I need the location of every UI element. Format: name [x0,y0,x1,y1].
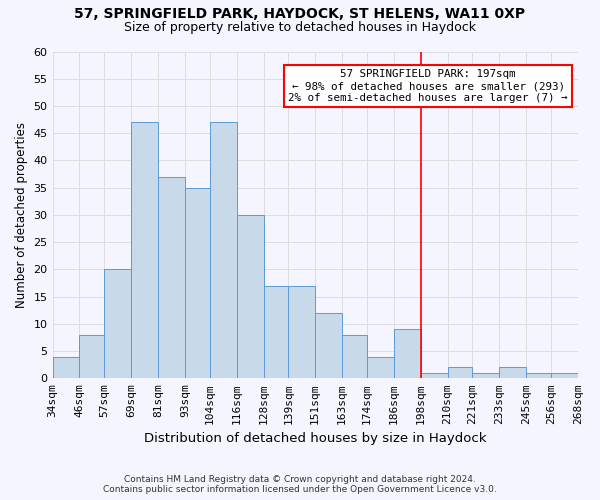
Bar [263,286,288,378]
Text: 57, SPRINGFIELD PARK, HAYDOCK, ST HELENS, WA11 0XP: 57, SPRINGFIELD PARK, HAYDOCK, ST HELENS… [74,8,526,22]
Bar [131,122,158,378]
Bar [104,270,131,378]
Bar [472,373,499,378]
Bar [421,373,448,378]
Bar [499,368,526,378]
Text: Size of property relative to detached houses in Haydock: Size of property relative to detached ho… [124,21,476,34]
Bar [367,356,394,378]
Bar [236,215,263,378]
Bar [209,122,236,378]
Bar [185,188,209,378]
Bar [394,330,421,378]
Text: 57 SPRINGFIELD PARK: 197sqm
← 98% of detached houses are smaller (293)
2% of sem: 57 SPRINGFIELD PARK: 197sqm ← 98% of det… [289,70,568,102]
Bar [526,373,551,378]
Bar [315,313,342,378]
Bar [53,356,79,378]
Bar [79,334,104,378]
Bar [158,177,185,378]
Y-axis label: Number of detached properties: Number of detached properties [15,122,28,308]
Bar [448,368,472,378]
Bar [342,334,367,378]
Bar [288,286,315,378]
Bar [551,373,578,378]
X-axis label: Distribution of detached houses by size in Haydock: Distribution of detached houses by size … [144,432,487,445]
Text: Contains HM Land Registry data © Crown copyright and database right 2024.
Contai: Contains HM Land Registry data © Crown c… [103,474,497,494]
